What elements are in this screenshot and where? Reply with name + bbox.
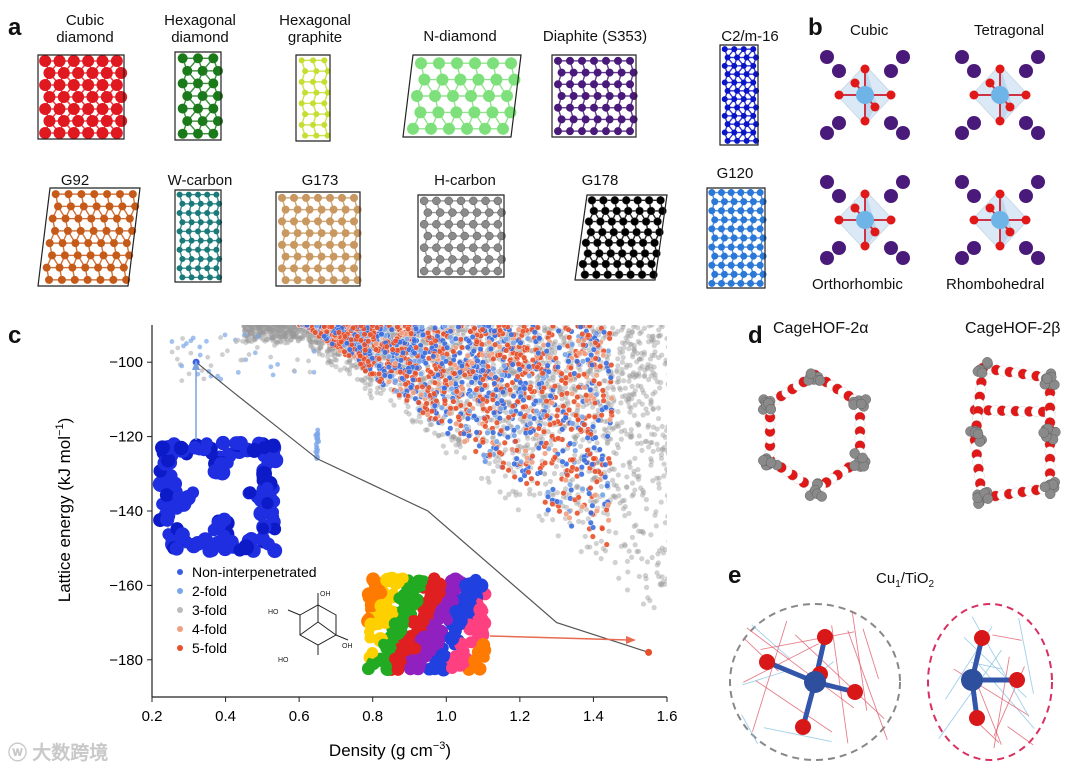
g92-structure (37, 187, 141, 287)
structure-label-g178: G178 (581, 172, 619, 189)
diaphite-structure (551, 54, 638, 138)
structure-label-diaphite: Diaphite (S353) (542, 28, 648, 45)
phase-label-rhombohedral: Rhombohedral (946, 276, 1045, 293)
cagehof-beta-structure (965, 357, 1061, 509)
legend-label-4: 5-fold (192, 640, 227, 656)
perovskite-cell-0 (820, 50, 910, 140)
structure-label-n-diamond: N-diamond (423, 28, 497, 45)
inset-arrow-right-head (626, 636, 636, 644)
g173-structure (275, 191, 362, 287)
legend-label-3: 4-fold (192, 621, 227, 637)
x-tick-label: 1.4 (583, 708, 604, 725)
structure-label-w-carbon: W-carbon (167, 172, 233, 189)
y-tick-label: −100 (109, 354, 143, 371)
w-carbon-structure (174, 189, 223, 283)
cu-tio2-title: Cu1/TiO2 (876, 570, 935, 590)
structure-label-g120: G120 (716, 165, 754, 182)
x-axis-label: Density (g cm−3) (329, 740, 451, 760)
panel-e-single-atom (729, 603, 1053, 761)
legend-marker-0 (177, 569, 183, 575)
structure-label-hexagonal-diamond: Hexagonal diamond (164, 12, 236, 46)
structure-label-hexagonal-graphite: Hexagonal graphite (279, 12, 351, 46)
energy-landscape-line (195, 361, 649, 653)
h-carbon-structure (417, 194, 506, 278)
n-diamond-structure (402, 54, 522, 138)
y-tick-label: −160 (109, 577, 143, 594)
legend-marker-1 (177, 588, 183, 594)
x-tick-label: 0.8 (362, 708, 383, 725)
panel-d-cages (757, 357, 1061, 509)
cagehof-alpha-structure (757, 368, 871, 502)
x-tick-label: 0.6 (289, 708, 310, 725)
panel-b-perovskites (820, 50, 1045, 265)
y-tick-label: −120 (109, 429, 143, 446)
panel-a-structures (37, 44, 767, 289)
structure-label-g173: G173 (301, 172, 339, 189)
panel-b-letter: b (808, 14, 823, 41)
five-fold-framework-inset (361, 571, 492, 677)
panel-c-letter: c (8, 322, 22, 349)
cubic-diamond-structure (37, 54, 128, 140)
legend-label-1: 2-fold (192, 583, 227, 599)
perovskite-cell-2 (820, 175, 910, 265)
legend-marker-2 (177, 607, 183, 613)
hexagonal-graphite-structure (295, 54, 331, 142)
inset-arrow-right (489, 635, 629, 641)
y-tick-label: −180 (109, 652, 143, 669)
perovskite-cell-1 (955, 50, 1045, 140)
watermark-logo: ⓦ 大数跨境 (8, 743, 109, 764)
structure-label-cubic-diamond: Cubic diamond (56, 12, 114, 46)
x-tick-label: 1.2 (509, 708, 530, 725)
structure-label-h-carbon: H-carbon (434, 172, 496, 189)
lattice-energy-chart: 0.2 0.4 0.6 0.8 1.0 1.2 1.4 1.6 −100 −120 −140 −16… (54, 325, 678, 760)
perovskite-cell-3 (955, 175, 1045, 265)
x-tick-label: 1.6 (657, 708, 678, 725)
x-tick-label: 0.2 (142, 708, 163, 725)
c2m16-structure (719, 44, 760, 146)
cu-octahedral-site (729, 603, 901, 761)
hexagonal-diamond-structure (174, 51, 223, 141)
legend-marker-4 (177, 645, 183, 651)
legend-marker-3 (177, 626, 183, 632)
structure-label-c2m16: C2/m-16 (721, 28, 779, 45)
g178-structure (574, 194, 668, 281)
x-tick-label: 1.0 (436, 708, 457, 725)
structure-label-g92: G92 (60, 172, 90, 189)
non-interpenetrated-framework-inset (152, 435, 284, 559)
phase-label-tetragonal: Tetragonal (974, 22, 1045, 39)
highlight-point-1 (645, 648, 653, 656)
legend-label-0: Non-interpenetrated (192, 564, 317, 580)
x-tick-label: 0.4 (215, 708, 236, 725)
y-axis-label: Lattice energy (kJ mol−1) (54, 418, 74, 603)
cu-surface-site (927, 603, 1053, 761)
g120-structure (706, 187, 767, 289)
phase-label-orthorhombic: Orthorhombic (812, 276, 903, 293)
cagehof-alpha-title: CageHOF-2α (773, 320, 869, 337)
panel-a-letter: a (8, 14, 22, 41)
panel-d-letter: d (748, 322, 763, 349)
y-tick-label: −140 (109, 503, 143, 520)
inset-arrow-up-head (192, 360, 200, 370)
adamantane-molecule-sketch: OH HO OH HO (268, 591, 353, 664)
panel-e-letter: e (728, 562, 742, 589)
phase-label-cubic: Cubic (850, 22, 889, 39)
legend-label-2: 3-fold (192, 602, 227, 618)
cagehof-beta-title: CageHOF-2β (965, 320, 1061, 337)
